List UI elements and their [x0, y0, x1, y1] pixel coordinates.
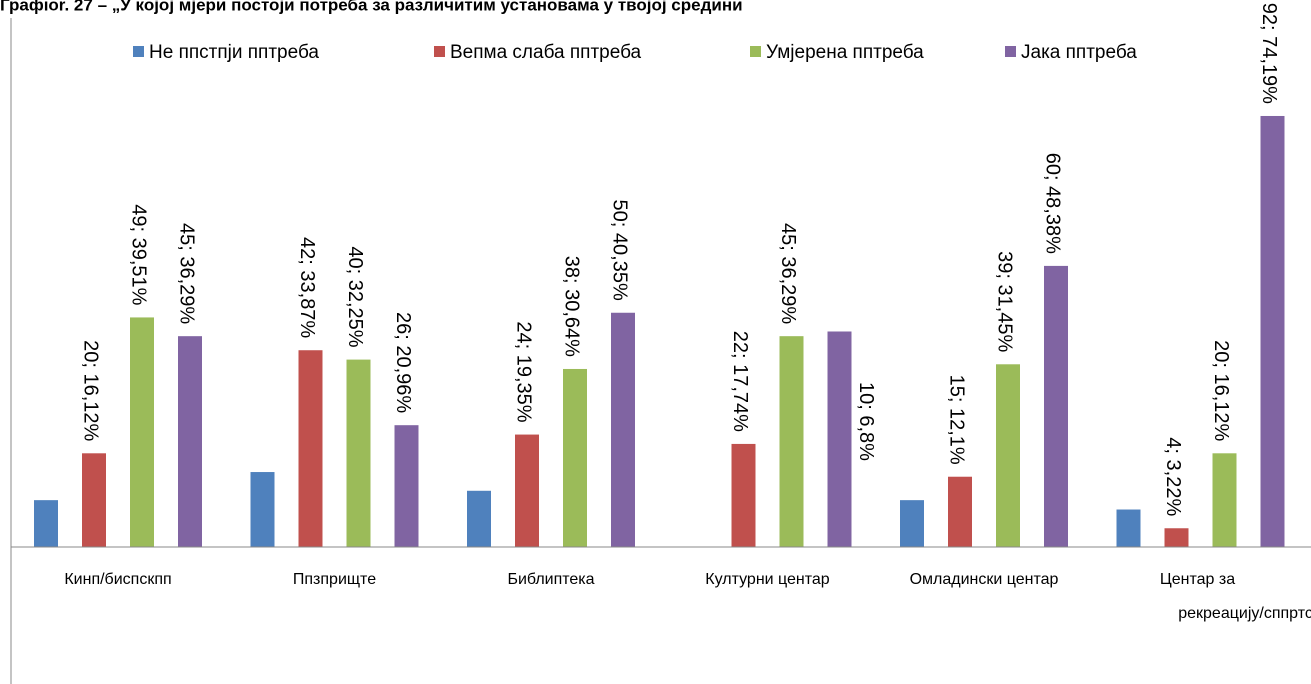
bar: [346, 359, 371, 547]
bar: [515, 434, 539, 547]
data-label: 38; 30,64%: [561, 256, 583, 357]
bar: [394, 425, 419, 547]
data-label: 45; 36,29%: [777, 223, 799, 324]
bar: [34, 500, 58, 547]
data-label: 24; 19,35%: [513, 321, 535, 422]
bar: [1044, 265, 1068, 547]
bar: [827, 331, 852, 547]
data-label: 45; 36,29%: [176, 223, 198, 324]
data-label: 42; 33,87%: [296, 237, 318, 338]
legend-swatch: [750, 46, 761, 57]
data-label: 39; 31,45%: [994, 251, 1016, 352]
x-tick-label: Културни центар: [705, 571, 830, 588]
bar: [731, 443, 756, 547]
bar: [298, 350, 323, 547]
data-label: 40; 32,25%: [344, 246, 366, 347]
data-label: 15; 12,1%: [946, 375, 968, 465]
annotation: 10; 6,8%: [855, 382, 877, 461]
data-label: 20; 16,12%: [80, 340, 102, 441]
legend-label: Јака пптреба: [1021, 42, 1137, 63]
data-label: 20; 16,12%: [1210, 340, 1232, 441]
bar: [467, 490, 491, 547]
data-label: 92; 74,19%: [1258, 3, 1280, 104]
x-tick-label: Библиптека: [507, 571, 594, 588]
legend-label: Вепма слаба пптреба: [450, 42, 642, 63]
data-label: 49; 39,51%: [128, 204, 150, 305]
bar: [1260, 115, 1285, 547]
bar: [779, 336, 804, 547]
legend-label: Умјерена пптреба: [766, 42, 924, 63]
bar: [900, 500, 924, 547]
chart-title: Графіоr. 27 – „У којој мјери постоји пот…: [0, 0, 743, 14]
x-tick-label: Омладински центар: [910, 571, 1059, 588]
data-label: 60; 48,38%: [1042, 153, 1064, 254]
bar: [82, 453, 106, 547]
bar: [130, 317, 154, 547]
x-tick-label: Кинп/биспскпп: [64, 571, 171, 588]
bar: [563, 368, 587, 547]
legend-label: Не ппстпји пптреба: [149, 42, 319, 63]
legend-swatch: [1005, 46, 1016, 57]
bar: [178, 336, 202, 547]
bar: [996, 364, 1020, 547]
bar: [250, 472, 275, 547]
legend-swatch: [133, 46, 144, 57]
bar: [1212, 453, 1237, 547]
data-label: 4; 3,22%: [1162, 437, 1184, 516]
x-tick-label: Ппзприщте: [293, 571, 376, 588]
data-label: 26; 20,96%: [392, 312, 414, 413]
bar: [1116, 509, 1141, 547]
bar: [1164, 528, 1189, 547]
bar: [611, 312, 635, 547]
data-label: 22; 17,74%: [729, 331, 751, 432]
data-label: 50; 40,35%: [609, 200, 631, 301]
bar: [948, 476, 972, 547]
legend-swatch: [434, 46, 445, 57]
